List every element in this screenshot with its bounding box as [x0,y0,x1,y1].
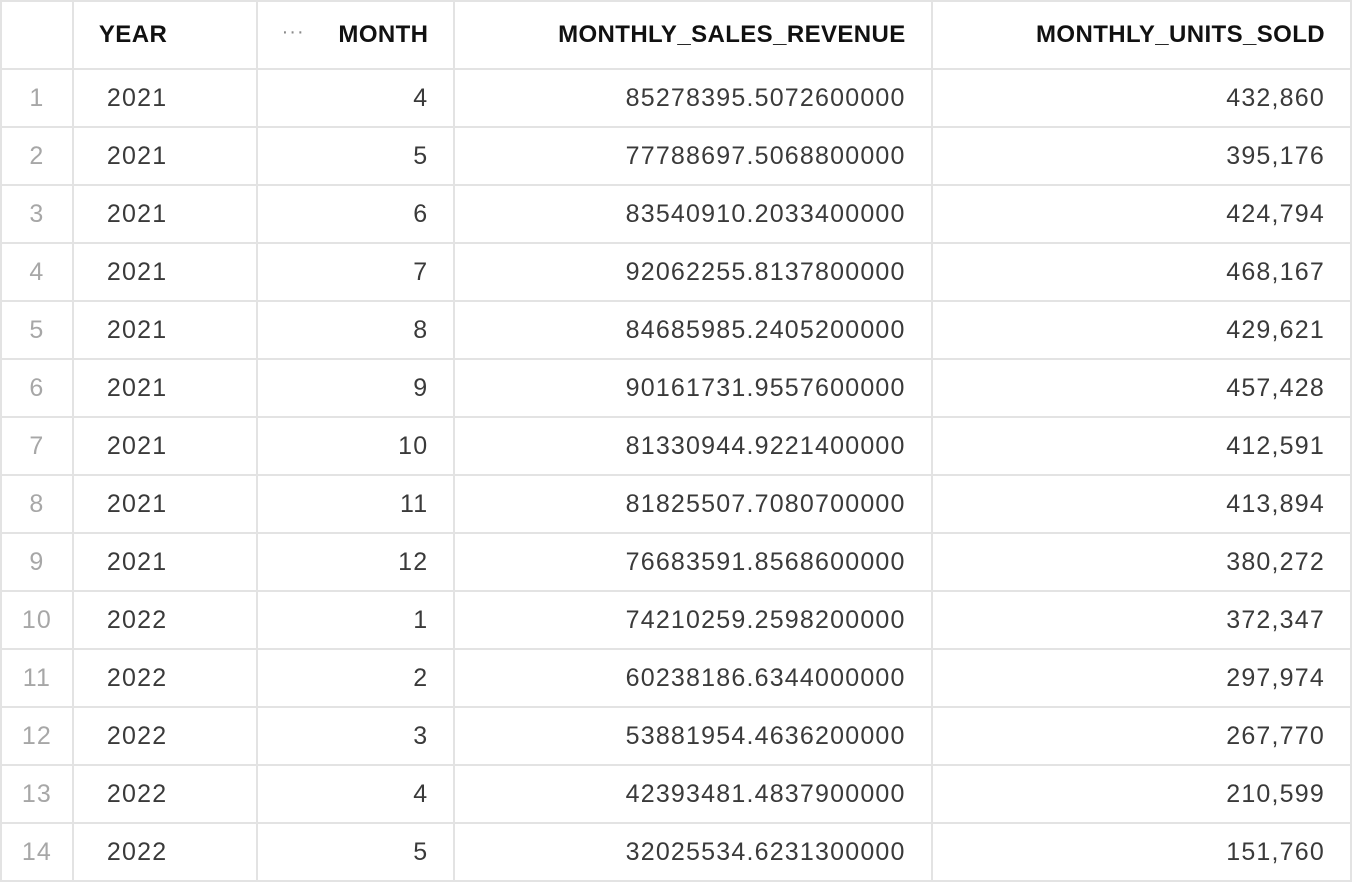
cell-monthly-sales-revenue[interactable]: 83540910.2033400000 [455,186,933,242]
row-index-cell: 11 [2,650,74,706]
cell-year[interactable]: 2021 [74,70,258,126]
cell-year[interactable]: 2021 [74,534,258,590]
row-index-cell: 1 [2,70,74,126]
row-index-cell: 4 [2,244,74,300]
cell-monthly-sales-revenue[interactable]: 32025534.6231300000 [455,824,933,880]
cell-monthly-sales-revenue[interactable]: 53881954.4636200000 [455,708,933,764]
row-index-cell: 2 [2,128,74,184]
column-header-month[interactable]: ··· MONTH [258,2,456,68]
cell-monthly-units-sold[interactable]: 297,974 [933,650,1352,706]
cell-monthly-units-sold[interactable]: 210,599 [933,766,1352,822]
cell-monthly-sales-revenue[interactable]: 84685985.2405200000 [455,302,933,358]
cell-month[interactable]: 7 [258,244,456,300]
table-row[interactable]: 8 2021 11 81825507.7080700000 413,894 [2,476,1352,534]
table-row[interactable]: 10 2022 1 74210259.2598200000 372,347 [2,592,1352,650]
cell-monthly-units-sold[interactable]: 413,894 [933,476,1352,532]
cell-monthly-units-sold[interactable]: 380,272 [933,534,1352,590]
cell-year[interactable]: 2022 [74,650,258,706]
cell-month[interactable]: 8 [258,302,456,358]
cell-monthly-units-sold[interactable]: 432,860 [933,70,1352,126]
cell-monthly-sales-revenue[interactable]: 81825507.7080700000 [455,476,933,532]
cell-month[interactable]: 1 [258,592,456,648]
row-index-cell: 14 [2,824,74,880]
table-row[interactable]: 12 2022 3 53881954.4636200000 267,770 [2,708,1352,766]
cell-year[interactable]: 2021 [74,418,258,474]
table-row[interactable]: 13 2022 4 42393481.4837900000 210,599 [2,766,1352,824]
cell-month[interactable]: 11 [258,476,456,532]
row-index-cell: 12 [2,708,74,764]
cell-month[interactable]: 2 [258,650,456,706]
cell-year[interactable]: 2021 [74,244,258,300]
column-header-label: MONTHLY_SALES_REVENUE [558,21,906,48]
cell-monthly-sales-revenue[interactable]: 74210259.2598200000 [455,592,933,648]
cell-monthly-units-sold[interactable]: 395,176 [933,128,1352,184]
table-row[interactable]: 14 2022 5 32025534.6231300000 151,760 [2,824,1352,882]
cell-monthly-sales-revenue[interactable]: 81330944.9221400000 [455,418,933,474]
row-index-cell: 9 [2,534,74,590]
cell-month[interactable]: 3 [258,708,456,764]
cell-monthly-units-sold[interactable]: 457,428 [933,360,1352,416]
row-index-cell: 7 [2,418,74,474]
row-index-cell: 3 [2,186,74,242]
cell-month[interactable]: 10 [258,418,456,474]
cell-year[interactable]: 2021 [74,186,258,242]
cell-monthly-units-sold[interactable]: 412,591 [933,418,1352,474]
cell-monthly-units-sold[interactable]: 372,347 [933,592,1352,648]
cell-month[interactable]: 6 [258,186,456,242]
cell-monthly-units-sold[interactable]: 151,760 [933,824,1352,880]
table-header-row: YEAR ··· MONTH MONTHLY_SALES_REVENUE MON… [2,2,1353,70]
column-header-label: MONTHLY_UNITS_SOLD [1036,21,1326,48]
cell-monthly-sales-revenue[interactable]: 85278395.5072600000 [455,70,933,126]
row-index-cell: 5 [2,302,74,358]
cell-monthly-units-sold[interactable]: 424,794 [933,186,1352,242]
row-index-header [2,2,74,68]
cell-year[interactable]: 2021 [74,476,258,532]
cell-monthly-sales-revenue[interactable]: 90161731.9557600000 [455,360,933,416]
cell-monthly-units-sold[interactable]: 267,770 [933,708,1352,764]
table-body: 1 2021 4 85278395.5072600000 432,860 2 2021 5 77… [2,70,1352,882]
cell-monthly-sales-revenue[interactable]: 76683591.8568600000 [455,534,933,590]
cell-month[interactable]: 5 [258,128,456,184]
table-row[interactable]: 7 2021 10 81330944.9221400000 412,591 [2,418,1352,476]
cell-year[interactable]: 2021 [74,360,258,416]
column-header-monthly-sales-revenue[interactable]: MONTHLY_SALES_REVENUE [455,2,933,68]
cell-monthly-units-sold[interactable]: 468,167 [933,244,1352,300]
cell-month[interactable]: 5 [258,824,456,880]
cell-month[interactable]: 4 [258,766,456,822]
column-header-monthly-units-sold[interactable]: MONTHLY_UNITS_SOLD [933,2,1353,68]
cell-month[interactable]: 12 [258,534,456,590]
table-row[interactable]: 4 2021 7 92062255.8137800000 468,167 [2,244,1352,302]
table-row[interactable]: 9 2021 12 76683591.8568600000 380,272 [2,534,1352,592]
table-row[interactable]: 1 2021 4 85278395.5072600000 432,860 [2,70,1352,128]
row-index-cell: 13 [2,766,74,822]
table-row[interactable]: 6 2021 9 90161731.9557600000 457,428 [2,360,1352,418]
table-row[interactable]: 2 2021 5 77788697.5068800000 395,176 [2,128,1352,186]
cell-monthly-sales-revenue[interactable]: 42393481.4837900000 [455,766,933,822]
cell-year[interactable]: 2021 [74,302,258,358]
cell-month[interactable]: 9 [258,360,456,416]
column-header-label: MONTH [338,21,429,48]
column-menu-icon[interactable]: ··· [281,20,305,43]
cell-monthly-sales-revenue[interactable]: 60238186.6344000000 [455,650,933,706]
table-row[interactable]: 5 2021 8 84685985.2405200000 429,621 [2,302,1352,360]
cell-year[interactable]: 2022 [74,592,258,648]
row-index-cell: 10 [2,592,74,648]
cell-year[interactable]: 2022 [74,708,258,764]
row-index-cell: 8 [2,476,74,532]
column-header-label: YEAR [98,21,168,48]
cell-monthly-sales-revenue[interactable]: 77788697.5068800000 [455,128,933,184]
table-row[interactable]: 3 2021 6 83540910.2033400000 424,794 [2,186,1352,244]
table-row[interactable]: 11 2022 2 60238186.6344000000 297,974 [2,650,1352,708]
cell-year[interactable]: 2022 [74,824,258,880]
cell-monthly-sales-revenue[interactable]: 92062255.8137800000 [455,244,933,300]
cell-monthly-units-sold[interactable]: 429,621 [933,302,1352,358]
cell-year[interactable]: 2022 [74,766,258,822]
row-index-cell: 6 [2,360,74,416]
cell-year[interactable]: 2021 [74,128,258,184]
cell-month[interactable]: 4 [258,70,456,126]
column-header-year[interactable]: YEAR [74,2,258,68]
